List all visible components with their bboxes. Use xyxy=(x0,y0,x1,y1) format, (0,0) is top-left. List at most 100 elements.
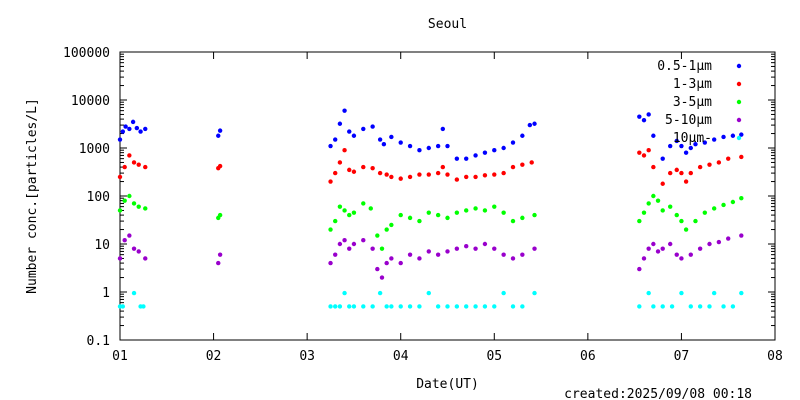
data-point-2 xyxy=(347,212,352,218)
data-point-1 xyxy=(683,179,689,184)
data-point-2 xyxy=(651,193,656,199)
legend-label: 1-3μm xyxy=(673,77,712,92)
data-point-1 xyxy=(117,174,123,180)
data-point-4 xyxy=(426,290,431,296)
data-point-1 xyxy=(377,170,383,176)
data-point-1 xyxy=(716,160,722,165)
data-point-3 xyxy=(216,260,221,266)
data-point-2 xyxy=(532,212,537,218)
data-point-3 xyxy=(426,249,431,254)
data-point-0 xyxy=(328,143,333,149)
data-point-1 xyxy=(342,147,347,153)
data-point-0 xyxy=(688,145,693,151)
x-tick-label: 01 xyxy=(112,349,128,364)
legend-label: 0.5-1μm xyxy=(657,59,712,74)
created-timestamp: created:2025/09/08 00:18 xyxy=(564,387,752,400)
data-point-1 xyxy=(217,163,223,169)
data-point-1 xyxy=(384,172,389,177)
data-point-1 xyxy=(333,170,338,176)
data-point-0 xyxy=(134,125,140,131)
data-point-3 xyxy=(679,256,684,261)
data-point-2 xyxy=(655,198,661,203)
y-tick-label: 100000 xyxy=(63,46,110,61)
data-point-3 xyxy=(510,256,516,261)
data-point-3 xyxy=(136,249,141,254)
legend-marker xyxy=(736,99,742,105)
data-point-3 xyxy=(674,252,679,257)
y-tick-label: 1000 xyxy=(79,142,110,157)
data-point-4 xyxy=(520,304,525,309)
data-point-1 xyxy=(407,174,413,180)
data-point-0 xyxy=(520,133,525,138)
data-point-0 xyxy=(217,128,223,133)
data-point-4 xyxy=(637,304,642,309)
data-point-3 xyxy=(328,260,333,266)
data-point-0 xyxy=(138,129,143,134)
data-point-0 xyxy=(123,124,128,129)
data-point-3 xyxy=(398,260,403,266)
data-point-2 xyxy=(445,215,450,221)
data-point-0 xyxy=(407,143,413,149)
data-point-0 xyxy=(660,156,665,161)
data-point-2 xyxy=(660,208,665,213)
data-point-1 xyxy=(361,164,366,170)
data-point-0 xyxy=(347,129,352,134)
data-point-2 xyxy=(454,210,460,215)
data-point-4 xyxy=(435,304,441,309)
y-tick-label: 0.1 xyxy=(87,334,110,349)
data-point-1 xyxy=(473,174,478,180)
data-point-2 xyxy=(492,204,497,209)
data-point-0 xyxy=(492,147,497,153)
data-point-0 xyxy=(377,137,383,142)
data-point-0 xyxy=(381,141,387,147)
data-point-0 xyxy=(351,133,357,138)
data-point-3 xyxy=(342,237,347,243)
data-point-2 xyxy=(368,206,373,211)
data-point-3 xyxy=(726,236,731,241)
data-point-2 xyxy=(641,210,647,215)
data-point-2 xyxy=(721,202,726,208)
data-point-0 xyxy=(532,121,537,126)
data-point-2 xyxy=(637,218,642,224)
data-point-0 xyxy=(527,122,533,128)
data-point-0 xyxy=(730,133,736,138)
data-point-0 xyxy=(417,147,422,153)
data-point-1 xyxy=(122,164,127,170)
data-point-3 xyxy=(407,252,413,257)
data-point-4 xyxy=(739,290,744,296)
y-axis-label: Number conc.[particles/L] xyxy=(25,98,40,294)
data-point-1 xyxy=(426,172,431,177)
data-point-1 xyxy=(370,165,375,171)
x-tick-label: 08 xyxy=(767,349,783,364)
data-point-4 xyxy=(454,304,460,309)
data-point-4 xyxy=(370,304,375,309)
data-point-0 xyxy=(337,121,343,126)
data-point-4 xyxy=(389,304,394,309)
data-point-3 xyxy=(131,246,137,251)
data-point-4 xyxy=(688,304,693,309)
y-tick-label: 1 xyxy=(102,286,110,301)
data-point-3 xyxy=(520,252,525,257)
data-point-0 xyxy=(464,156,469,161)
data-point-4 xyxy=(337,304,343,309)
data-point-0 xyxy=(143,126,148,132)
data-point-0 xyxy=(679,143,684,149)
data-point-1 xyxy=(136,162,141,167)
data-point-3 xyxy=(464,243,469,249)
data-point-4 xyxy=(351,304,357,309)
legend-marker xyxy=(736,63,742,69)
data-point-1 xyxy=(651,164,656,170)
data-point-2 xyxy=(217,212,223,218)
data-point-1 xyxy=(337,160,343,165)
data-point-1 xyxy=(501,170,506,176)
data-point-2 xyxy=(501,210,506,215)
data-point-2 xyxy=(730,199,736,205)
data-point-0 xyxy=(683,150,689,155)
data-point-0 xyxy=(674,138,679,144)
data-point-1 xyxy=(131,160,137,165)
y-tick-label: 10 xyxy=(94,238,110,253)
data-point-0 xyxy=(651,133,656,138)
data-point-1 xyxy=(492,172,497,177)
data-point-0 xyxy=(721,134,726,140)
